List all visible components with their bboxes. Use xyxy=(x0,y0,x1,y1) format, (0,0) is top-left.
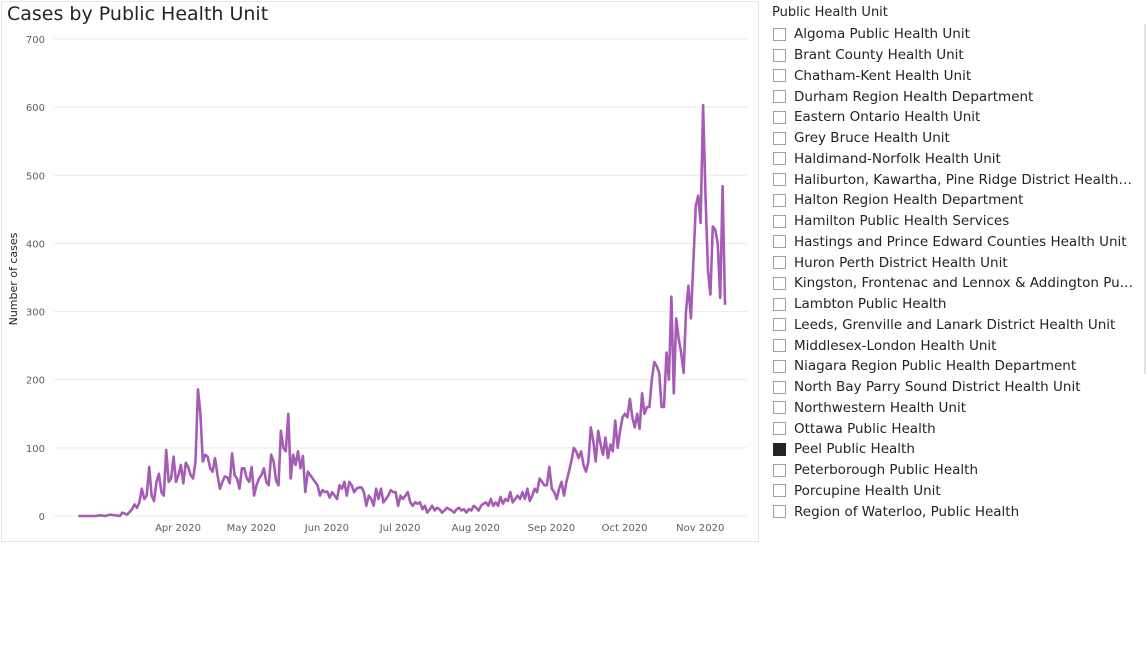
y-tick-label: 0 xyxy=(39,512,45,523)
checkbox[interactable] xyxy=(773,110,786,124)
checkbox[interactable] xyxy=(773,214,786,228)
slicer-item-label: North Bay Parry Sound District Health Un… xyxy=(794,379,1081,396)
slicer-list: Algoma Public Health Unit Brant County He… xyxy=(772,24,1146,522)
series-line-peel xyxy=(78,103,727,518)
y-tick-label: 500 xyxy=(26,171,45,182)
slicer-item-label: Brant County Health Unit xyxy=(794,47,964,64)
checkbox[interactable] xyxy=(773,235,786,249)
slicer-item-label: Grey Bruce Health Unit xyxy=(794,130,950,147)
checkbox[interactable] xyxy=(773,276,786,290)
slicer-item[interactable]: Region of Waterloo, Public Health xyxy=(772,501,1146,522)
checkbox[interactable] xyxy=(773,463,786,477)
slicer-item-label: Huron Perth District Health Unit xyxy=(794,254,1008,271)
checkbox[interactable] xyxy=(773,422,786,436)
slicer-item[interactable]: Huron Perth District Health Unit xyxy=(772,252,1146,273)
slicer-item-label: Northwestern Health Unit xyxy=(794,399,966,416)
checkbox[interactable] xyxy=(773,318,786,332)
chart-panel: 0 100 200 300 400 500 600 700 Apr 2020 May 2020 J… xyxy=(1,1,759,542)
checkbox[interactable] xyxy=(773,27,786,41)
slicer-item[interactable]: Haldimand-Norfolk Health Unit xyxy=(772,149,1146,170)
checkbox[interactable] xyxy=(773,484,786,498)
slicer-item-label: Algoma Public Health Unit xyxy=(794,26,970,43)
checkbox[interactable] xyxy=(773,69,786,83)
y-axis-title: Number of cases xyxy=(7,232,20,325)
slicer-item-label: Peel Public Health xyxy=(794,441,915,458)
slicer-item-label: Durham Region Health Department xyxy=(794,88,1034,105)
slicer-item-label: Eastern Ontario Health Unit xyxy=(794,109,981,126)
checkbox[interactable] xyxy=(773,380,786,394)
checkbox[interactable] xyxy=(773,152,786,166)
checkbox[interactable] xyxy=(773,401,786,415)
slicer-item-label: Peterborough Public Health xyxy=(794,462,979,479)
slicer-item[interactable]: Hastings and Prince Edward Counties Heal… xyxy=(772,232,1146,253)
y-tick-label: 400 xyxy=(26,239,45,250)
slicer-item-label: Hamilton Public Health Services xyxy=(794,213,1010,230)
slicer-item-label: Niagara Region Public Health Department xyxy=(794,358,1077,375)
y-tick-label: 700 xyxy=(26,35,45,46)
slicer-item-label: Region of Waterloo, Public Health xyxy=(794,503,1020,520)
y-tick-label: 300 xyxy=(26,308,45,319)
slicer-title: Public Health Unit xyxy=(772,5,888,20)
slicer-item[interactable]: Lambton Public Health xyxy=(772,294,1146,315)
slicer-item[interactable]: Hamilton Public Health Services xyxy=(772,211,1146,232)
x-tick-label: Jul 2020 xyxy=(379,523,421,534)
slicer-item-label: Hastings and Prince Edward Counties Heal… xyxy=(794,233,1127,250)
checkbox[interactable] xyxy=(773,193,786,207)
slicer-item-label: Halton Region Health Department xyxy=(794,192,1024,209)
checkbox[interactable] xyxy=(773,359,786,373)
x-tick-label: May 2020 xyxy=(227,523,276,534)
checkbox[interactable] xyxy=(773,256,786,270)
slicer-item-label: Lambton Public Health xyxy=(794,296,947,313)
x-tick-label: Oct 2020 xyxy=(602,523,648,534)
slicer-item[interactable]: Eastern Ontario Health Unit xyxy=(772,107,1146,128)
slicer-scrollbar[interactable] xyxy=(1144,24,1146,374)
slicer-item[interactable]: Peel Public Health xyxy=(772,439,1146,460)
slicer-item[interactable]: Middlesex-London Health Unit xyxy=(772,335,1146,356)
checkbox[interactable] xyxy=(773,173,786,187)
slicer-item-label: Haldimand-Norfolk Health Unit xyxy=(794,150,1001,167)
slicer-item-label: Haliburton, Kawartha, Pine Ridge Distric… xyxy=(794,171,1134,188)
slicer-item[interactable]: Grey Bruce Health Unit xyxy=(772,128,1146,149)
x-tick-label: Nov 2020 xyxy=(676,523,724,534)
slicer-item-label: Leeds, Grenville and Lanark District Hea… xyxy=(794,316,1116,333)
checkbox[interactable] xyxy=(773,505,786,519)
slicer-item[interactable]: Ottawa Public Health xyxy=(772,418,1146,439)
checkbox[interactable] xyxy=(773,48,786,62)
line-chart: 0 100 200 300 400 500 600 700 Apr 2020 May 2020 J… xyxy=(7,35,747,534)
slicer-item[interactable]: Leeds, Grenville and Lanark District Hea… xyxy=(772,315,1146,336)
slicer-item[interactable]: Haliburton, Kawartha, Pine Ridge Distric… xyxy=(772,169,1146,190)
slicer-item[interactable]: Brant County Health Unit xyxy=(772,45,1146,66)
checkbox-checked[interactable] xyxy=(773,442,786,456)
checkbox[interactable] xyxy=(773,339,786,353)
slicer-item[interactable]: Halton Region Health Department xyxy=(772,190,1146,211)
checkbox[interactable] xyxy=(773,297,786,311)
slicer-item[interactable]: Peterborough Public Health xyxy=(772,460,1146,481)
y-tick-label: 600 xyxy=(26,103,45,114)
slicer-item-label: Kingston, Frontenac and Lennox & Addingt… xyxy=(794,275,1134,292)
y-tick-label: 100 xyxy=(26,444,45,455)
x-tick-label: Sep 2020 xyxy=(528,523,575,534)
slicer-item[interactable]: Algoma Public Health Unit xyxy=(772,24,1146,45)
checkbox[interactable] xyxy=(773,90,786,104)
y-tick-label: 200 xyxy=(26,376,45,387)
checkbox[interactable] xyxy=(773,131,786,145)
x-tick-label: Aug 2020 xyxy=(452,523,500,534)
slicer-item[interactable]: Durham Region Health Department xyxy=(772,86,1146,107)
slicer-item-label: Ottawa Public Health xyxy=(794,420,936,437)
slicer-item-label: Chatham-Kent Health Unit xyxy=(794,67,972,84)
x-tick-label: Jun 2020 xyxy=(304,523,349,534)
slicer-item[interactable]: Porcupine Health Unit xyxy=(772,481,1146,502)
slicer-item[interactable]: Kingston, Frontenac and Lennox & Addingt… xyxy=(772,273,1146,294)
slicer-item[interactable]: Northwestern Health Unit xyxy=(772,398,1146,419)
slicer-item-label: Middlesex-London Health Unit xyxy=(794,337,997,354)
chart-title: Cases by Public Health Unit xyxy=(7,3,269,25)
slicer-item[interactable]: Chatham-Kent Health Unit xyxy=(772,66,1146,87)
public-health-unit-slicer: Public Health Unit Algoma Public Health … xyxy=(772,0,1146,530)
slicer-item[interactable]: Niagara Region Public Health Department xyxy=(772,356,1146,377)
slicer-item[interactable]: North Bay Parry Sound District Health Un… xyxy=(772,377,1146,398)
x-tick-label: Apr 2020 xyxy=(155,523,201,534)
slicer-item-label: Porcupine Health Unit xyxy=(794,482,941,499)
